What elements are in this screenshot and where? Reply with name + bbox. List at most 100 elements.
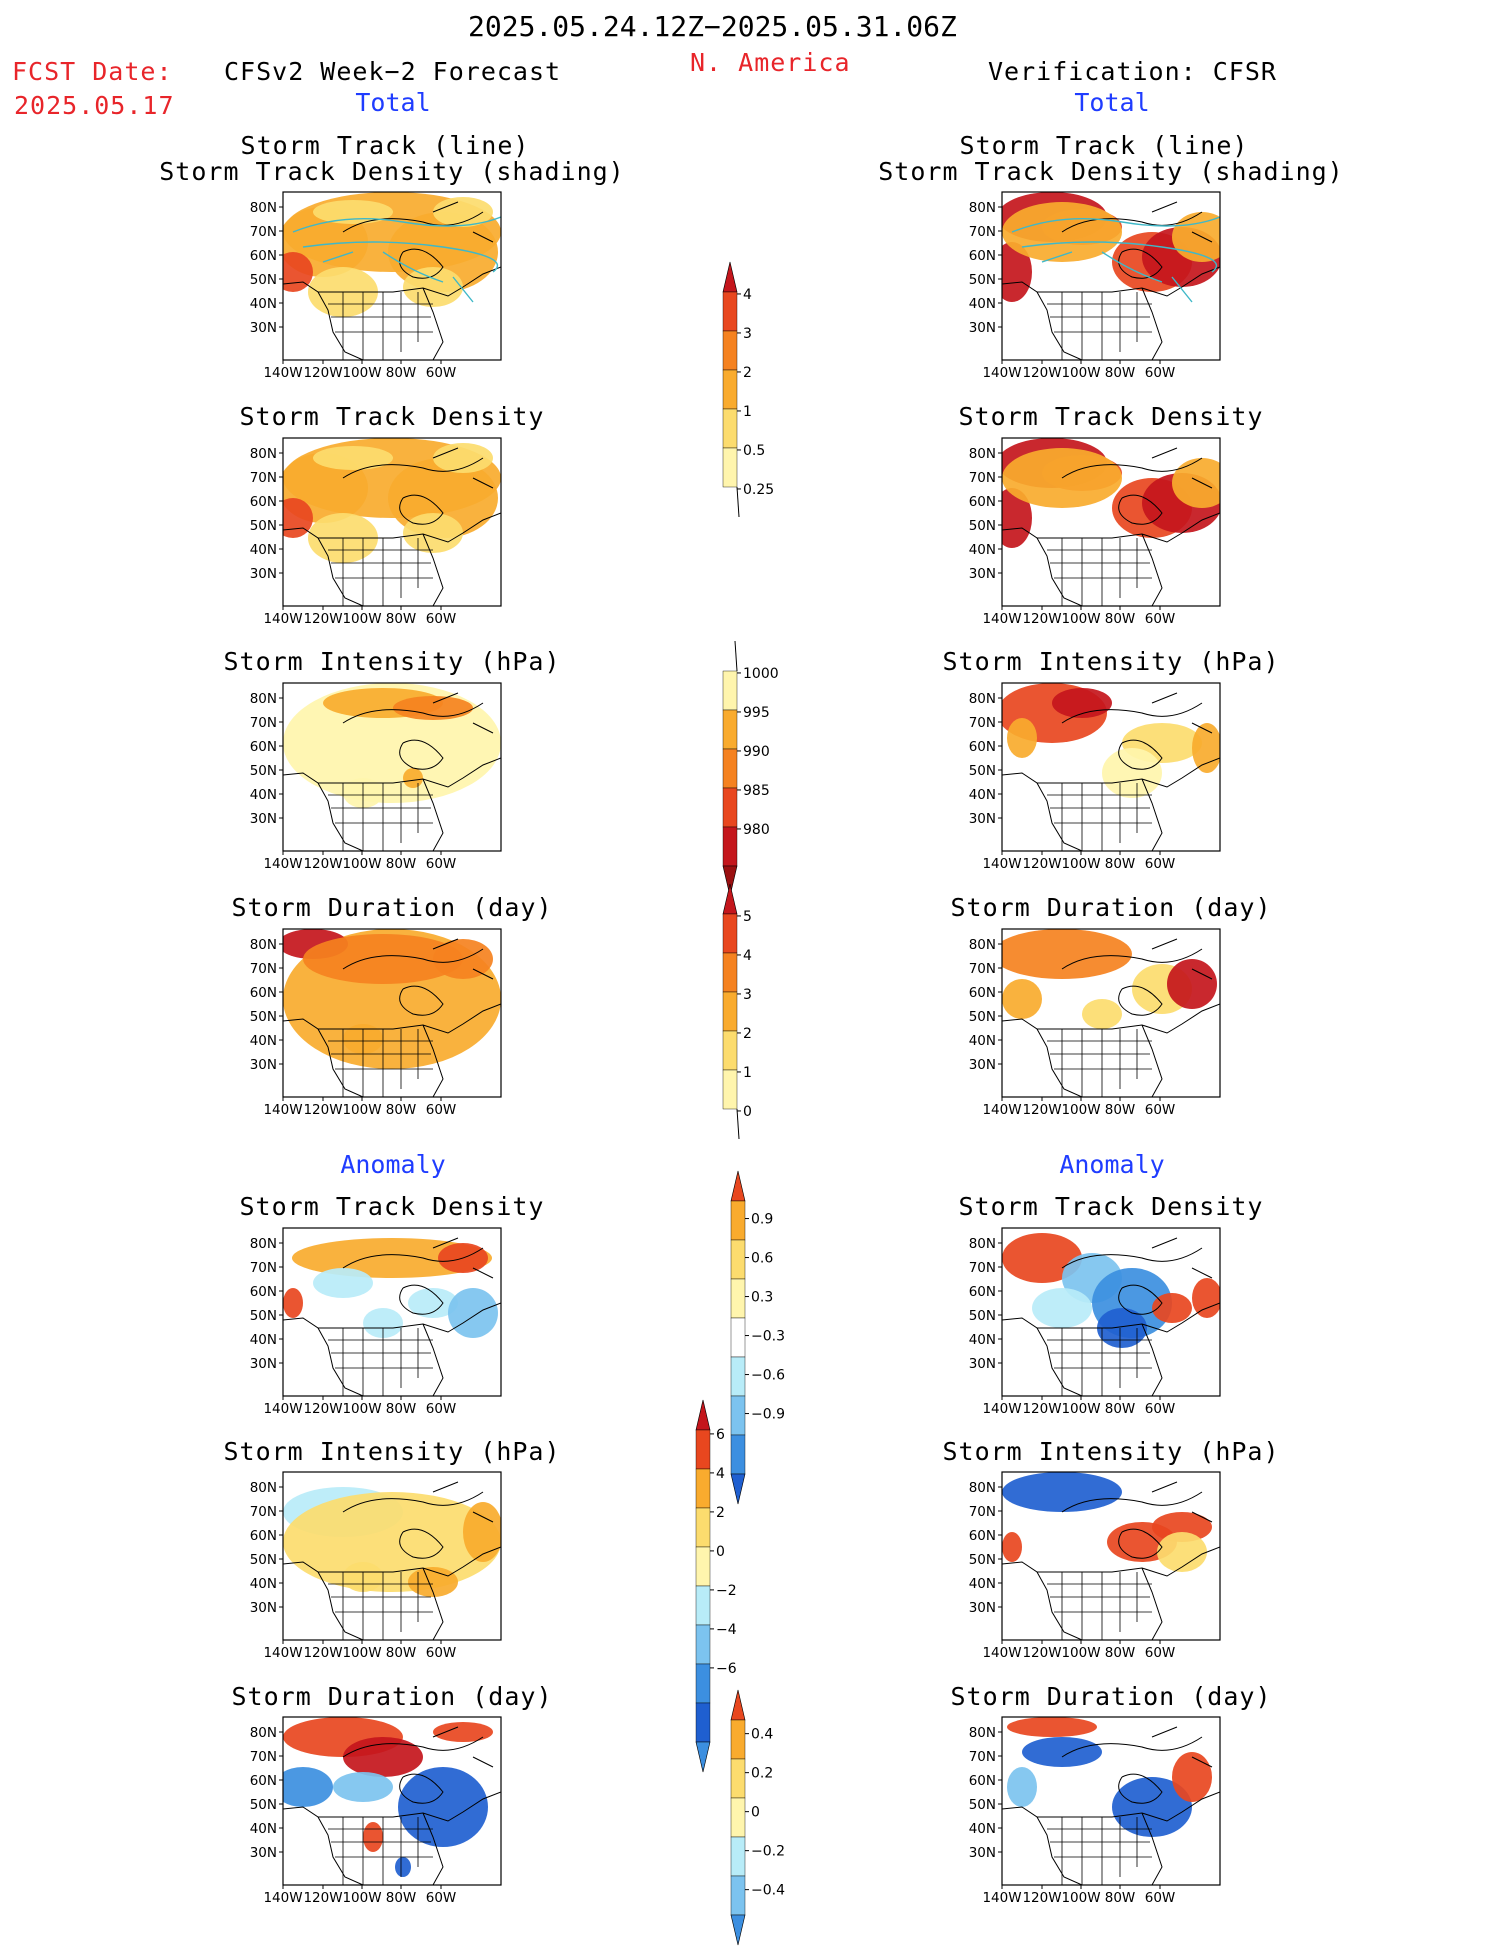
lon-label: 80W [1105,1102,1136,1118]
shading-cell [393,696,473,720]
state-borders [328,783,433,851]
lon-label: 140W [982,1102,1021,1118]
colorbar-segment [722,913,738,954]
state-borders [328,1572,433,1640]
lon-label: 100W [342,856,381,872]
colorbar-label: 0.6 [751,1251,773,1267]
lon-label: 100W [1061,365,1100,381]
colorbar-label: −6 [716,1661,737,1677]
section-total-left: Total [355,88,431,117]
shading-cell [1167,959,1217,1009]
lat-label: 50N [969,1552,996,1568]
coastline [283,447,501,606]
lat-label: 40N [250,296,277,312]
lon-label: 100W [342,611,381,627]
lon-label: 120W [303,611,342,627]
lon-label: 100W [342,1890,381,1906]
lat-label: 80N [250,446,277,462]
coastline [1002,692,1220,851]
state-borders [328,1328,433,1396]
shading-cell [313,446,393,470]
colorbar-segment [722,952,738,993]
map-frame [1001,1227,1221,1397]
lat-label: 60N [969,1528,996,1544]
title-track-line-right: Storm Track (line) [959,131,1249,160]
shading-cell [433,443,493,473]
colorbar-label: 0.9 [751,1212,773,1228]
lon-label: 80W [386,1102,417,1118]
lat-label: 40N [250,787,277,803]
shading-cell [1082,999,1122,1029]
colorbar-label: 4 [743,948,752,964]
colorbar-label: −0.3 [751,1329,785,1345]
map-frame [1001,928,1221,1098]
shading-cell [1007,1767,1037,1807]
lat-label: 40N [250,1821,277,1837]
coastline [1002,447,1220,606]
lat-label: 50N [250,1308,277,1324]
state-borders [1047,1572,1152,1640]
lat-label: 50N [969,272,996,288]
colorbar-segment [730,1836,746,1877]
shading-cell [292,1238,492,1278]
lon-label: 140W [982,856,1021,872]
lat-label: 70N [250,1504,277,1520]
lon-label: 120W [1022,1102,1061,1118]
shading-cell [303,934,463,984]
lon-label: 120W [1022,856,1061,872]
state-borders [1047,1029,1152,1097]
colorbar-label: 2 [743,365,752,381]
lon-label: 120W [303,1890,342,1906]
lon-label: 140W [263,1645,302,1661]
model-title: CFSv2 Week−2 Forecast [224,57,562,86]
lat-label: 30N [250,320,277,336]
shading-cell [408,1288,458,1318]
lat-label: 70N [250,1749,277,1765]
lat-label: 50N [250,763,277,779]
lon-label: 80W [386,1401,417,1417]
colorbar-segment [730,1719,746,1760]
colorbar-label: 0.25 [743,482,774,498]
map-frame [282,1471,502,1641]
colorbar-label: 995 [743,705,770,721]
lon-label: 80W [1105,856,1136,872]
colorbar-segment [695,1663,711,1704]
lat-label: 30N [969,320,996,336]
colorbar-segment [695,1702,711,1743]
lon-label: 80W [1105,611,1136,627]
shading-cell [1002,1233,1082,1283]
title-track-shading-right: Storm Track Density (shading) [878,157,1344,186]
shading-cell [343,1737,423,1777]
lat-label: 40N [250,1332,277,1348]
lat-label: 50N [969,1797,996,1813]
coastline [283,1237,501,1396]
title-intensity-right: Storm Intensity (hPa) [942,647,1280,676]
section-total-right: Total [1074,88,1150,117]
lat-label: 70N [969,961,996,977]
colorbar-label: 3 [743,987,752,1003]
lon-label: 80W [1105,1401,1136,1417]
map-intensity-anom-forecast: 80N 70N 60N 50N 40N 30N 140W 120W 100W 80W 60W [250,1471,502,1661]
coastline [283,1726,501,1885]
colorbar-segment [695,1624,711,1665]
colorbar-label: 2 [743,1026,752,1042]
lat-label: 30N [250,1845,277,1861]
shading-cell [395,1857,411,1877]
lon-label: 120W [303,856,342,872]
lat-label: 40N [969,296,996,312]
lon-label: 60W [1145,1645,1176,1661]
colorbar-label: −0.9 [751,1407,785,1423]
lon-label: 80W [386,856,417,872]
lat-label: 30N [250,566,277,582]
shading-cell [403,513,463,553]
map-density-verification: 80N 70N 60N 50N 40N 30N 140W 120W 100W 80W 60W [969,437,1221,627]
storm-track-lines [1011,216,1220,303]
lon-label: 80W [386,365,417,381]
lat-label: 40N [969,1576,996,1592]
lat-label: 60N [250,739,277,755]
lon-label: 120W [1022,1890,1061,1906]
lat-label: 70N [969,715,996,731]
verification-title: Verification: CFSR [988,57,1277,86]
shading-cell [1002,242,1032,302]
colorbar-arrow [722,883,738,915]
